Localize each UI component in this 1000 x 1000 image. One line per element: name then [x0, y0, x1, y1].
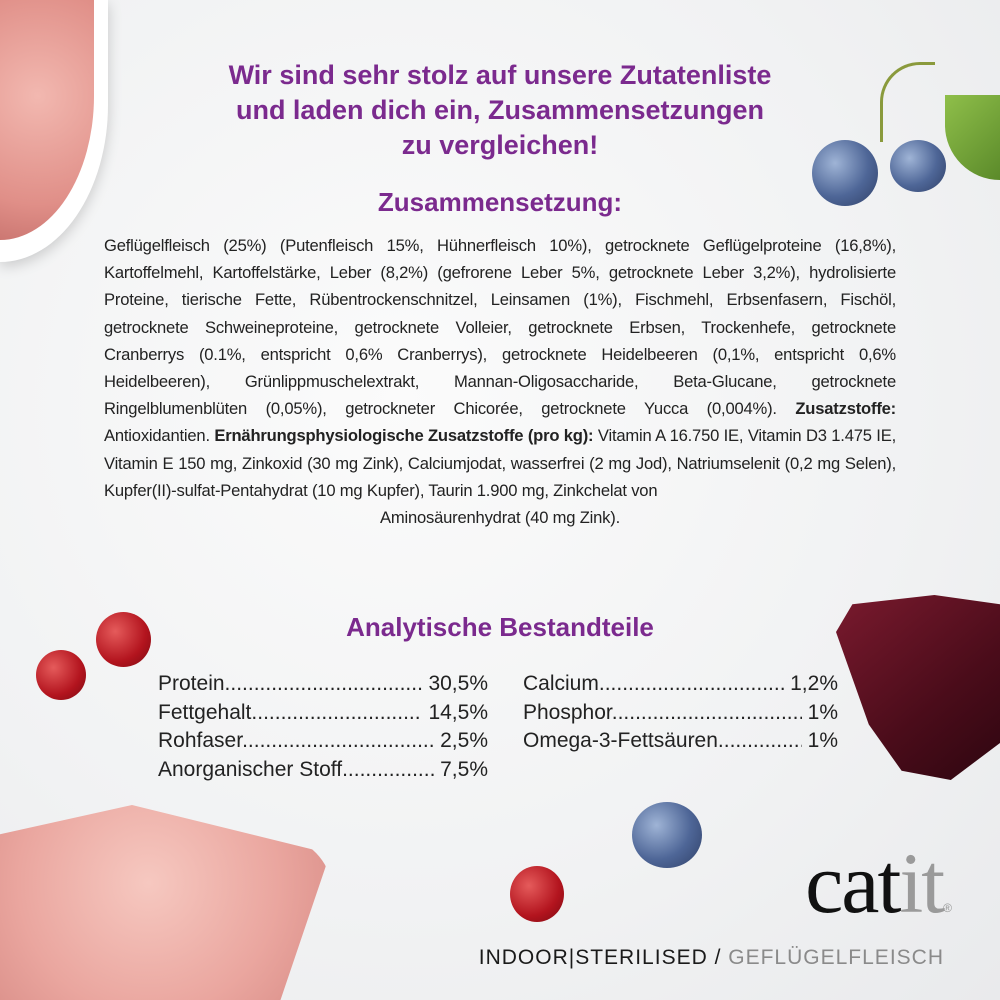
- analysis-value: 14,5%: [428, 700, 488, 724]
- headline: Wir sind sehr stolz auf unsere Zutatenli…: [140, 58, 860, 163]
- nutritional-additives-text: Vitamin A 16.750 IE, Vitamin D3 1.475 IE…: [104, 426, 896, 500]
- composition-title: Zusammensetzung:: [377, 187, 623, 217]
- cranberry-image: [36, 650, 86, 700]
- headline-line: zu vergleichen!: [401, 130, 599, 160]
- analysis-row-fat: Fettgehalt14,5%: [158, 699, 488, 728]
- ingredients-last-line: Aminosäurenhydrat (40 mg Zink).: [379, 508, 621, 528]
- logo-accent: it: [899, 835, 945, 931]
- analysis-name: Calcium: [523, 670, 784, 699]
- leaf-image: [945, 95, 1000, 180]
- nutritional-additives-label: Ernährungsphysiologische Zusatzstoffe (p…: [214, 426, 594, 446]
- cranberry-image: [510, 866, 564, 922]
- analysis-name: Omega-3-Fettsäuren: [523, 727, 802, 756]
- product-tagline: INDOOR|STERILISED / GEFLÜGELFLEISCH: [479, 946, 944, 970]
- analysis-right-column: Calcium 1,2% Phosphor1% Omega-3-Fettsäure…: [523, 670, 838, 756]
- registered-mark: ®: [943, 901, 952, 915]
- tagline-flavor: GEFLÜGELFLEISCH: [728, 946, 944, 969]
- analysis-name: Fettgehalt: [158, 699, 422, 728]
- analysis-name: Rohfaser: [158, 727, 434, 756]
- additives-text: Antioxidantien.: [104, 426, 210, 446]
- turkey-breast-image: [0, 805, 330, 1000]
- cranberry-image: [96, 612, 151, 667]
- analysis-row-calcium: Calcium 1,2%: [523, 670, 838, 699]
- analysis-title: Analytische Bestandteile: [346, 612, 654, 642]
- analysis-value: 30,5%: [428, 672, 488, 695]
- blueberry-image: [890, 140, 946, 192]
- analysis-row-omega3: Omega-3-Fettsäuren1%: [523, 727, 838, 756]
- analysis-row-ash: Anorganischer Stoff7,5%: [158, 756, 488, 785]
- analysis-value: 1,2%: [790, 672, 838, 695]
- analysis-name: Phosphor: [523, 699, 802, 728]
- logo-main: cat: [805, 835, 901, 931]
- headline-line: und laden dich ein, Zusammensetzungen: [235, 95, 765, 125]
- analysis-row-fibre: Rohfaser 2,5%: [158, 727, 488, 756]
- catit-logo: catit®: [805, 835, 952, 953]
- tagline-line: INDOOR|STERILISED /: [478, 946, 729, 969]
- analysis-left-column: Protein 30,5% Fettgehalt14,5% Rohfaser 2,5…: [158, 670, 488, 784]
- blueberry-image: [632, 802, 702, 868]
- analysis-row-protein: Protein 30,5%: [158, 670, 488, 699]
- blueberry-image: [812, 140, 878, 206]
- analysis-name: Protein: [158, 670, 422, 699]
- analysis-value: 2,5%: [440, 729, 488, 752]
- analysis-row-phosphor: Phosphor1%: [523, 699, 838, 728]
- ingredient-list: Geflügelfleisch (25%) (Putenfleisch 15%,…: [104, 232, 896, 531]
- analysis-value: 1%: [807, 700, 838, 724]
- ingredients-text: Geflügelfleisch (25%) (Putenfleisch 15%,…: [104, 236, 896, 419]
- analysis-value: 1%: [807, 729, 838, 752]
- additives-label: Zusatzstoffe:: [795, 399, 896, 419]
- headline-line: Wir sind sehr stolz auf unsere Zutatenli…: [228, 60, 772, 90]
- berry-stem-image: [880, 62, 935, 142]
- analysis-value: 7,5%: [440, 757, 488, 781]
- analysis-name: Anorganischer Stoff: [158, 756, 434, 785]
